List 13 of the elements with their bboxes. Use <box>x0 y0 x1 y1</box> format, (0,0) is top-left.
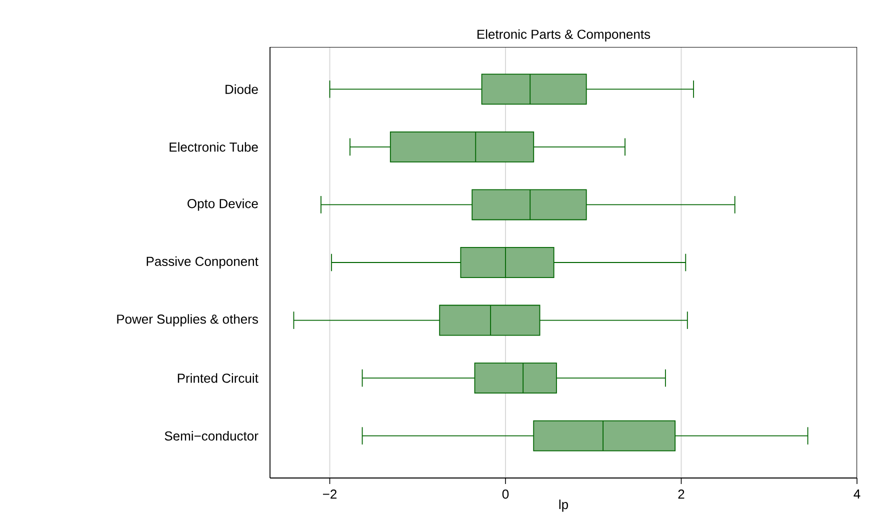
x-tick-label: −2 <box>322 490 337 499</box>
y-tick-label: Semi−conductor <box>164 431 258 441</box>
y-tick-label: Power Supplies & others <box>117 314 258 326</box>
x-tick-label: 4 <box>854 490 860 498</box>
x-tick-label: 0 <box>502 490 509 499</box>
y-tick-label: Electronic Tube <box>170 142 258 152</box>
x-tick-label: 2 <box>678 490 684 499</box>
y-tick-label: Diode <box>226 84 258 94</box>
x-axis-title: lp <box>559 500 568 512</box>
y-tick-label: Passive Conponent <box>146 256 258 269</box>
chart-title: Eletronic Parts & Components <box>478 29 650 42</box>
y-tick-label: Printed Circuit <box>178 373 258 383</box>
y-tick-label: Opto Device <box>188 198 258 211</box>
